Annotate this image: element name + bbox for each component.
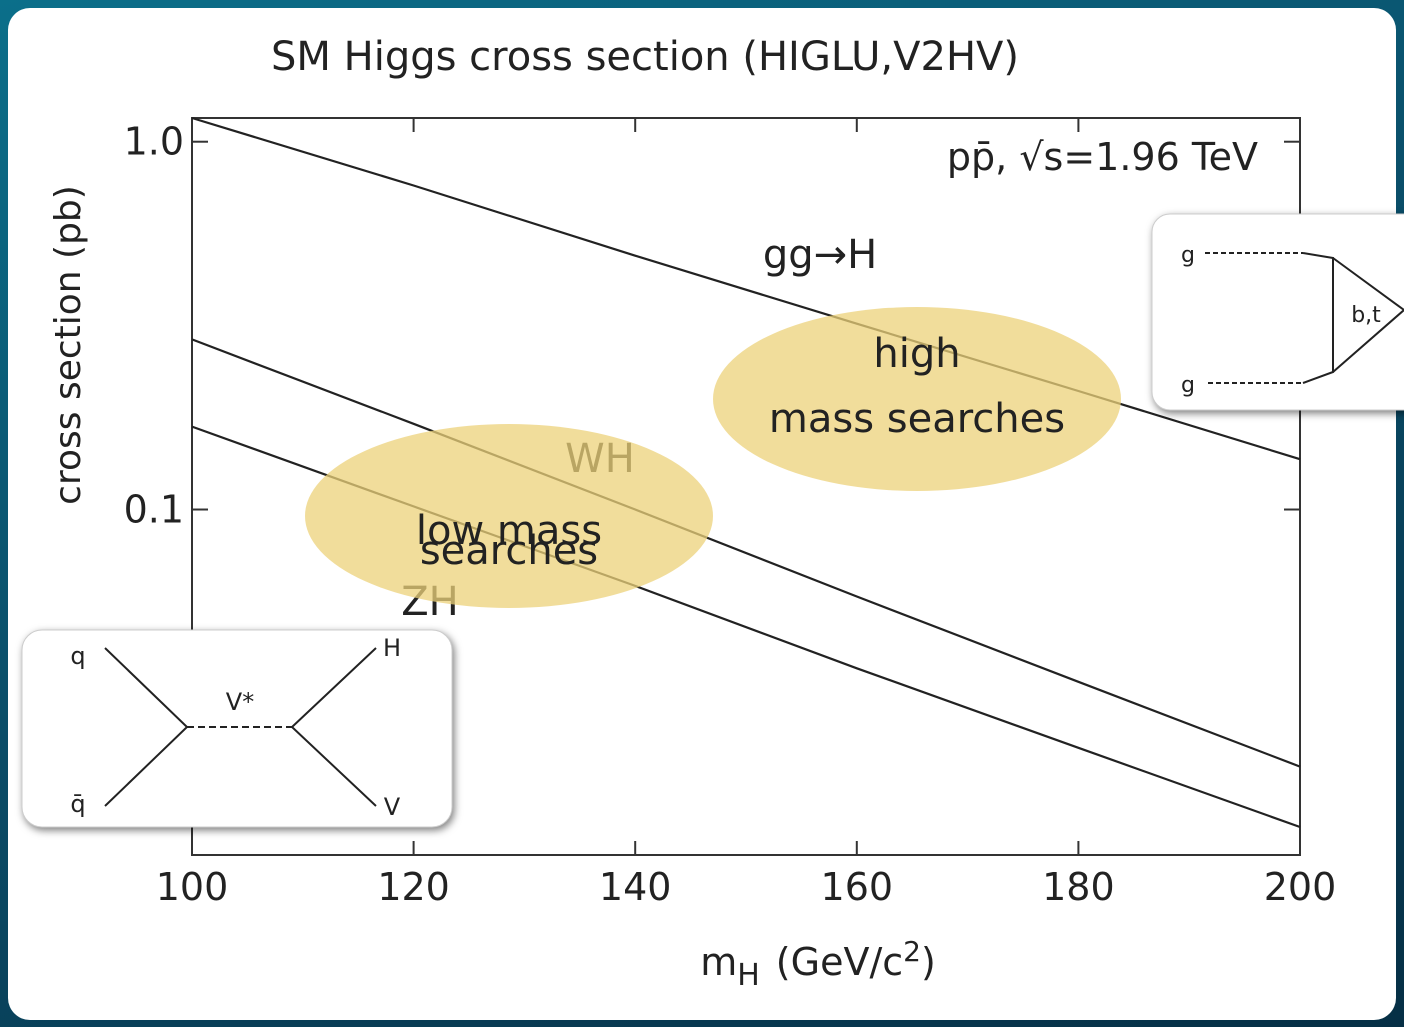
marks: 1001201401601802001.00.1gg→HWHZHhighmass… (124, 116, 1337, 909)
diagram-label: H (383, 634, 401, 662)
x-tick-label: 100 (156, 865, 229, 909)
x-tick-label: 160 (821, 865, 894, 909)
chart-title: SM Higgs cross section (HIGLU,V2HV) (271, 34, 1019, 80)
diagram-label: V* (226, 688, 254, 716)
x-label-sub: H (737, 958, 760, 993)
highlight-label: low mass (416, 508, 602, 554)
x-axis-label: mH (GeV/c2) (700, 935, 936, 993)
diagram-label: g (1181, 243, 1195, 268)
highlight (713, 307, 1121, 491)
highlight-label: mass searches (769, 396, 1065, 442)
highlight-label: searches (420, 528, 598, 574)
annotation: pp̄, √s=1.96 TeV (947, 135, 1258, 179)
y-tick-label: 0.1 (124, 488, 184, 532)
diagram-label: g (1181, 373, 1195, 398)
x-label-sup: 2 (903, 935, 921, 968)
gluon-fusion-diagram: g g b,t (1151, 213, 1404, 411)
series-label: gg→H (763, 232, 877, 278)
higgsstrahlung-diagram: q q̄ V* H V (21, 629, 453, 828)
diagram-label: V (384, 793, 401, 821)
x-label-part: ) (921, 940, 936, 984)
x-tick-label: 120 (377, 865, 450, 909)
x-tick-label: 140 (599, 865, 672, 909)
x-tick-label: 180 (1042, 865, 1115, 909)
series-line (191, 338, 1301, 768)
diagram-label: b,t (1351, 303, 1381, 328)
x-tick-label: 200 (1264, 865, 1337, 909)
plot-frame (191, 117, 1301, 856)
highlight-label: high (873, 331, 960, 377)
highlight (305, 424, 713, 608)
diagram-label: q̄ (70, 790, 85, 818)
x-label-part: m (700, 940, 737, 984)
y-axis-label: cross section (pb) (48, 185, 89, 505)
diagram-label: q (70, 642, 85, 670)
y-tick-label: 1.0 (124, 120, 184, 164)
x-label-part: (GeV/c (776, 940, 903, 984)
